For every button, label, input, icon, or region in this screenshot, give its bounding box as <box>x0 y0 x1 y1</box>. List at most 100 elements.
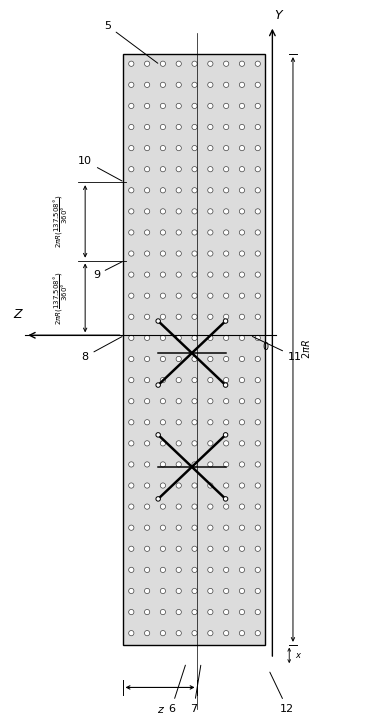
Circle shape <box>223 497 228 501</box>
Circle shape <box>223 357 229 362</box>
Circle shape <box>208 357 213 362</box>
Circle shape <box>129 609 134 614</box>
Circle shape <box>255 630 260 636</box>
Circle shape <box>160 145 166 151</box>
Circle shape <box>160 357 166 362</box>
Circle shape <box>255 335 260 341</box>
Circle shape <box>176 124 181 130</box>
Circle shape <box>239 103 245 108</box>
Circle shape <box>192 399 197 404</box>
Circle shape <box>176 357 181 362</box>
Circle shape <box>255 419 260 425</box>
Circle shape <box>176 609 181 614</box>
Circle shape <box>144 82 150 87</box>
Circle shape <box>160 209 166 214</box>
Circle shape <box>129 440 134 446</box>
Circle shape <box>255 357 260 362</box>
Circle shape <box>223 630 229 636</box>
Circle shape <box>160 462 166 467</box>
Circle shape <box>129 272 134 277</box>
Circle shape <box>160 546 166 552</box>
Circle shape <box>176 462 181 467</box>
Circle shape <box>208 124 213 130</box>
Circle shape <box>255 378 260 383</box>
Circle shape <box>192 630 197 636</box>
Circle shape <box>239 630 245 636</box>
Circle shape <box>208 230 213 235</box>
Circle shape <box>255 124 260 130</box>
Circle shape <box>255 314 260 319</box>
Circle shape <box>223 167 229 172</box>
Circle shape <box>129 546 134 552</box>
Circle shape <box>144 61 150 66</box>
Circle shape <box>156 497 160 501</box>
Text: $2\pi R$: $2\pi R$ <box>301 339 312 360</box>
Circle shape <box>144 357 150 362</box>
Circle shape <box>192 61 197 66</box>
Circle shape <box>208 546 213 552</box>
Circle shape <box>255 483 260 488</box>
Circle shape <box>192 272 197 277</box>
Circle shape <box>255 230 260 235</box>
Circle shape <box>160 440 166 446</box>
Circle shape <box>223 335 229 341</box>
Circle shape <box>192 525 197 531</box>
Circle shape <box>144 103 150 108</box>
Circle shape <box>160 419 166 425</box>
Circle shape <box>223 462 229 467</box>
Circle shape <box>144 167 150 172</box>
Circle shape <box>160 251 166 256</box>
Circle shape <box>208 399 213 404</box>
Circle shape <box>223 483 229 488</box>
Circle shape <box>144 419 150 425</box>
Circle shape <box>176 188 181 193</box>
Circle shape <box>223 432 228 437</box>
Circle shape <box>239 124 245 130</box>
Circle shape <box>129 314 134 319</box>
Circle shape <box>144 230 150 235</box>
Circle shape <box>176 145 181 151</box>
Circle shape <box>208 378 213 383</box>
Circle shape <box>129 145 134 151</box>
Circle shape <box>129 378 134 383</box>
Circle shape <box>223 124 229 130</box>
Circle shape <box>223 378 229 383</box>
Circle shape <box>208 609 213 614</box>
Circle shape <box>192 335 197 341</box>
Circle shape <box>176 251 181 256</box>
Circle shape <box>223 209 229 214</box>
Text: $2\pi R(\dfrac{137.508°}{360°})$: $2\pi R(\dfrac{137.508°}{360°})$ <box>52 271 70 325</box>
Circle shape <box>239 314 245 319</box>
Circle shape <box>208 167 213 172</box>
Circle shape <box>176 272 181 277</box>
Circle shape <box>239 188 245 193</box>
Circle shape <box>208 335 213 341</box>
Circle shape <box>192 440 197 446</box>
Circle shape <box>129 61 134 66</box>
Circle shape <box>255 272 260 277</box>
Circle shape <box>129 525 134 531</box>
Circle shape <box>192 251 197 256</box>
Text: z: z <box>157 705 163 716</box>
Circle shape <box>192 82 197 87</box>
Circle shape <box>192 462 197 467</box>
Circle shape <box>239 419 245 425</box>
Circle shape <box>223 145 229 151</box>
Circle shape <box>176 525 181 531</box>
Circle shape <box>144 124 150 130</box>
Circle shape <box>160 504 166 509</box>
Circle shape <box>208 251 213 256</box>
Circle shape <box>192 167 197 172</box>
Circle shape <box>144 546 150 552</box>
Circle shape <box>208 419 213 425</box>
Circle shape <box>129 188 134 193</box>
Circle shape <box>144 335 150 341</box>
Circle shape <box>239 546 245 552</box>
Circle shape <box>208 504 213 509</box>
Circle shape <box>255 525 260 531</box>
Circle shape <box>176 399 181 404</box>
Circle shape <box>239 399 245 404</box>
Circle shape <box>176 314 181 319</box>
Circle shape <box>223 546 229 552</box>
Circle shape <box>239 230 245 235</box>
